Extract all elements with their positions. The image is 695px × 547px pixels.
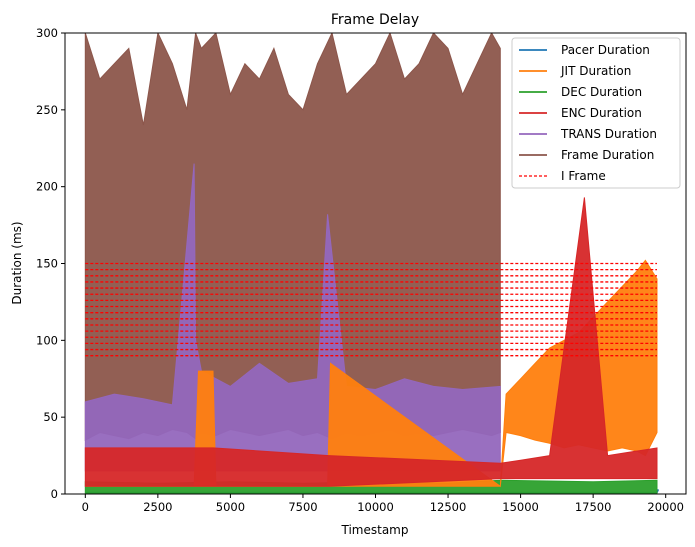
frame-duration-legend-label: Frame Duration: [561, 148, 654, 162]
x-tick-label: 10000: [357, 500, 394, 514]
y-tick-label: 0: [51, 487, 58, 501]
jit-duration-legend-label: JIT Duration: [560, 64, 631, 78]
i-frame-lines: [85, 262, 657, 357]
y-tick-label: 150: [36, 257, 58, 271]
x-axis-label: Timestamp: [341, 523, 409, 537]
dec-duration-legend-label: DEC Duration: [561, 85, 642, 99]
x-tick-label: 7500: [288, 500, 317, 514]
trans-duration-legend-label: TRANS Duration: [560, 127, 657, 141]
y-tick-label: 200: [36, 180, 58, 194]
enc-duration-band: [84, 197, 658, 487]
x-tick-label: 20000: [647, 500, 684, 514]
legend-box: [511, 37, 681, 189]
i-frame-legend-label: I Frame: [561, 169, 606, 183]
y-axis-ticks: 0 50 100 150 200 250 300: [36, 26, 65, 501]
jit-duration-band: [85, 259, 658, 488]
y-tick-label: 50: [43, 410, 58, 424]
x-tick-label: 0: [82, 500, 89, 514]
enc-duration-legend-label: ENC Duration: [561, 106, 642, 120]
y-tick-label: 100: [36, 333, 58, 347]
chart-title: Frame Delay: [331, 12, 419, 28]
y-axis-label: Duration (ms): [10, 221, 24, 304]
y-tick-label: 300: [36, 26, 58, 40]
x-tick-label: 5000: [216, 500, 245, 514]
x-tick-label: 2500: [143, 500, 172, 514]
x-tick-label: 17500: [575, 500, 612, 514]
series-layer: [84, 33, 660, 494]
pacer-duration-legend-label: Pacer Duration: [561, 43, 650, 57]
x-tick-label: 15000: [502, 500, 539, 514]
legend: Pacer Duration JIT Duration DEC Duration EN…: [511, 37, 681, 189]
x-tick-label: 12500: [430, 500, 467, 514]
y-tick-label: 250: [36, 103, 58, 117]
x-axis-ticks: 0 2500 5000 7500 10000 12500 15000 17500 20000: [82, 494, 684, 514]
